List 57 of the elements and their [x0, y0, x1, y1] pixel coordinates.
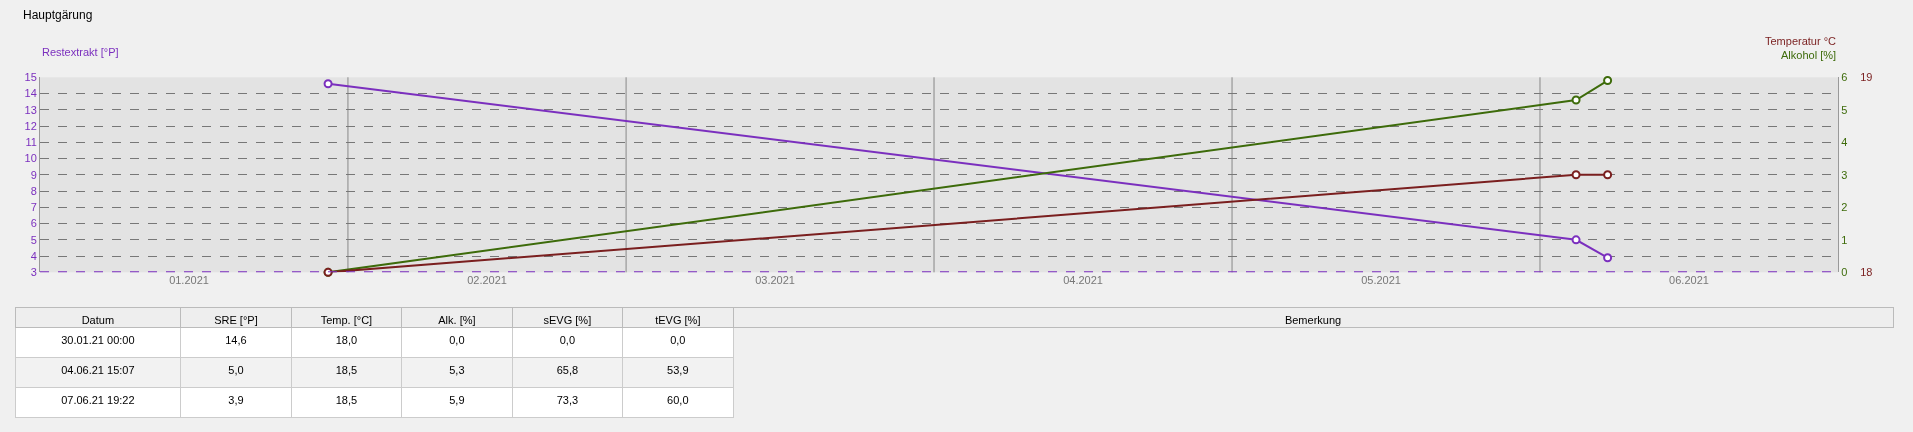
- x-tick-label: 04.2021: [1063, 274, 1103, 287]
- y-tick-label: 5: [30, 233, 37, 246]
- y2-tick-label: 0: [1841, 266, 1848, 279]
- y-tick-label: 3: [30, 266, 37, 279]
- text: 30.01.21 00:00: [61, 334, 135, 347]
- y-tick-label: 12: [24, 119, 37, 132]
- category-label: Datum: [81, 314, 115, 327]
- y-tick-label: 7: [30, 201, 37, 214]
- text: 0,0: [559, 334, 575, 347]
- x-tick-label: 03.2021: [755, 274, 795, 287]
- chart-title: Hauptgärung: [23, 8, 93, 22]
- x-tick-label: 02.2021: [467, 274, 507, 287]
- y3-tick-label: 18: [1860, 266, 1873, 279]
- y2-tick-label: 5: [1841, 103, 1848, 116]
- y-axis-title: Restextrakt [°P]: [42, 46, 119, 58]
- text: 07.06.21 19:22: [61, 394, 135, 407]
- text: 18,5: [335, 394, 358, 407]
- category-label: sEVG [%]: [543, 314, 592, 327]
- y-tick-label: 4: [30, 249, 37, 262]
- y2-tick-label: 4: [1841, 136, 1848, 149]
- category-label: Alk. [%]: [438, 314, 476, 327]
- y-tick-label: 8: [30, 184, 37, 197]
- y-tick-label: 11: [25, 136, 37, 149]
- text: 18,5: [335, 364, 358, 377]
- x-tick-label: 01.2021: [169, 274, 209, 287]
- text: 65,8: [556, 364, 579, 377]
- text: 0,0: [670, 334, 686, 347]
- text: 0,0: [449, 334, 465, 347]
- y2-tick-label: 3: [1841, 168, 1848, 181]
- y-tick-label: 13: [24, 103, 37, 116]
- text: 5,9: [449, 394, 465, 407]
- text: 3,9: [228, 394, 244, 407]
- text: 18,0: [335, 334, 358, 347]
- x-tick-label: 06.2021: [1669, 274, 1709, 287]
- category-label: Temp. [°C]: [320, 314, 373, 327]
- text: 5,3: [449, 364, 465, 377]
- text: 04.06.21 15:07: [61, 364, 135, 377]
- y3-tick-label: 19: [1860, 71, 1873, 84]
- category-label: Bemerkung: [1284, 314, 1342, 327]
- y-tick-label: 6: [30, 217, 37, 230]
- y-tick-label: 10: [24, 152, 37, 165]
- category-label: tEVG [%]: [655, 314, 701, 327]
- text: 14,6: [225, 334, 247, 347]
- y-tick-label: 14: [24, 87, 37, 100]
- x-tick-label: 05.2021: [1361, 274, 1401, 287]
- y2-tick-label: 2: [1841, 201, 1848, 214]
- y3-axis-title: Temperatur °C: [1765, 35, 1837, 47]
- y2-tick-label: 6: [1841, 71, 1848, 84]
- category-label: SRE [°P]: [214, 314, 258, 327]
- text: 53,9: [667, 364, 689, 377]
- text: 73,3: [556, 394, 579, 407]
- y-tick-label: 15: [24, 71, 37, 84]
- y-tick-label: 9: [30, 168, 37, 181]
- text: 60,0: [667, 394, 689, 407]
- y2-tick-label: 1: [1841, 233, 1848, 246]
- text: 5,0: [228, 364, 244, 377]
- y2-axis-title: Alkohol [%]: [1781, 49, 1837, 61]
